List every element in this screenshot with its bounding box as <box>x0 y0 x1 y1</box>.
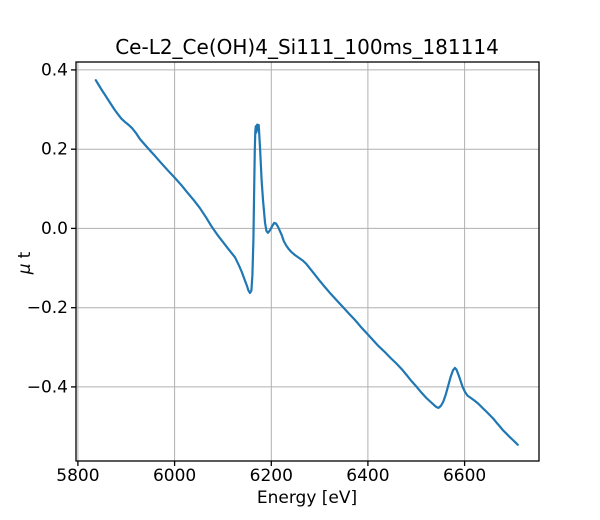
y-tick-label: 0.4 <box>41 60 68 80</box>
x-tick-label: 6000 <box>153 466 196 486</box>
x-tick-label: 6400 <box>346 466 389 486</box>
tick-marks <box>71 69 466 466</box>
x-tick-labels: 5800 6000 6200 6400 6600 <box>56 466 486 486</box>
y-axis-label: μt <box>15 251 35 275</box>
x-tick-label: 5800 <box>56 466 99 486</box>
plot-border <box>75 61 540 462</box>
y-tick-label: −0.2 <box>27 298 68 318</box>
y-tick-label: −0.4 <box>27 377 68 397</box>
x-tick-label: 6600 <box>443 466 486 486</box>
y-tick-labels: 0.4 0.2 0.0 −0.2 −0.4 <box>27 60 68 397</box>
spectrum-line <box>94 79 519 446</box>
x-tick-label: 6200 <box>250 466 293 486</box>
y-tick-label: 0.0 <box>41 219 68 239</box>
x-axis-label: Energy [eV] <box>257 488 357 508</box>
gridlines <box>76 62 539 461</box>
y-axis-label-mu: μ <box>15 263 35 275</box>
y-tick-label: 0.2 <box>41 140 68 160</box>
y-axis-label-unit: t <box>15 251 35 258</box>
chart-title: Ce-L2_Ce(OH)4_Si111_100ms_181114 <box>115 35 499 59</box>
